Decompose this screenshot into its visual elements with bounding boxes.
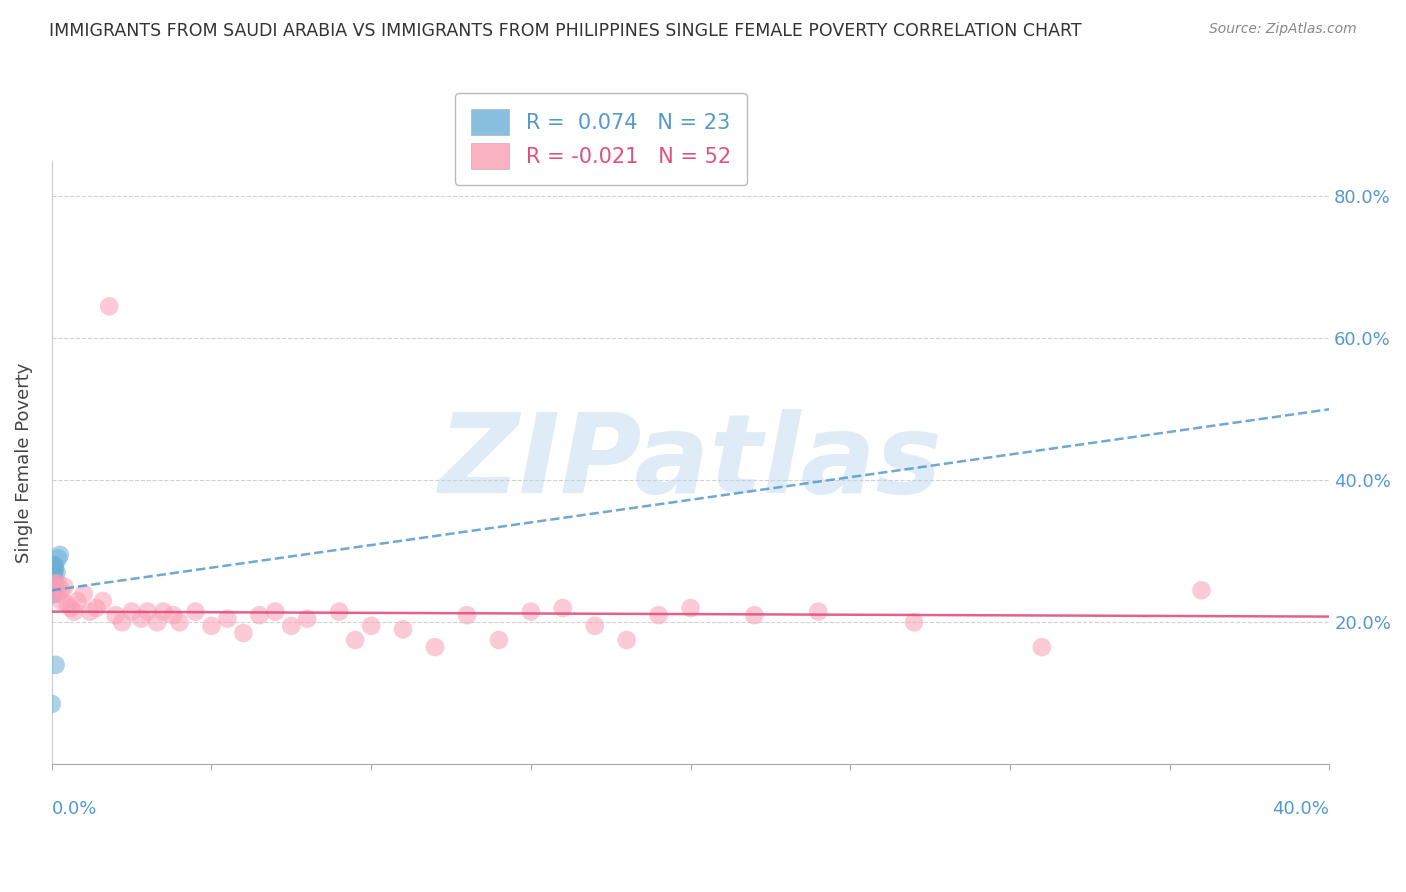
- Point: [111, 615, 134, 630]
- Y-axis label: Single Female Poverty: Single Female Poverty: [15, 362, 32, 563]
- Point: [423, 640, 446, 654]
- Point: [44, 573, 66, 587]
- Text: IMMIGRANTS FROM SAUDI ARABIA VS IMMIGRANTS FROM PHILIPPINES SINGLE FEMALE POVERT: IMMIGRANTS FROM SAUDI ARABIA VS IMMIGRAN…: [49, 22, 1081, 40]
- Point: [86, 601, 108, 615]
- Point: [903, 615, 925, 630]
- Point: [45, 657, 67, 672]
- Point: [44, 583, 66, 598]
- Point: [344, 633, 367, 648]
- Point: [520, 605, 543, 619]
- Point: [616, 633, 638, 648]
- Point: [200, 619, 222, 633]
- Point: [280, 619, 302, 633]
- Legend: R =  0.074   N = 23, R = -0.021   N = 52: R = 0.074 N = 23, R = -0.021 N = 52: [454, 93, 748, 186]
- Point: [46, 587, 69, 601]
- Point: [679, 601, 702, 615]
- Point: [42, 558, 65, 573]
- Point: [42, 573, 65, 587]
- Point: [456, 608, 478, 623]
- Text: 0.0%: 0.0%: [52, 800, 97, 819]
- Point: [56, 598, 79, 612]
- Point: [44, 576, 66, 591]
- Point: [79, 605, 101, 619]
- Point: [146, 615, 169, 630]
- Text: Source: ZipAtlas.com: Source: ZipAtlas.com: [1209, 22, 1357, 37]
- Point: [42, 587, 65, 601]
- Text: ZIPatlas: ZIPatlas: [439, 409, 942, 516]
- Point: [42, 587, 65, 601]
- Point: [41, 583, 63, 598]
- Point: [121, 605, 143, 619]
- Point: [53, 580, 76, 594]
- Point: [232, 626, 254, 640]
- Point: [51, 594, 73, 608]
- Point: [42, 580, 65, 594]
- Point: [44, 558, 66, 573]
- Text: 40.0%: 40.0%: [1272, 800, 1329, 819]
- Point: [551, 601, 574, 615]
- Point: [744, 608, 766, 623]
- Point: [51, 583, 73, 598]
- Point: [297, 612, 319, 626]
- Point: [488, 633, 510, 648]
- Point: [647, 608, 669, 623]
- Point: [63, 605, 86, 619]
- Point: [44, 580, 66, 594]
- Point: [169, 615, 191, 630]
- Point: [41, 576, 63, 591]
- Point: [1031, 640, 1053, 654]
- Point: [44, 562, 66, 576]
- Point: [44, 576, 66, 591]
- Point: [41, 566, 63, 580]
- Point: [42, 566, 65, 580]
- Point: [583, 619, 606, 633]
- Point: [1191, 583, 1213, 598]
- Point: [42, 573, 65, 587]
- Point: [247, 608, 270, 623]
- Point: [41, 697, 63, 711]
- Point: [328, 605, 350, 619]
- Point: [41, 562, 63, 576]
- Point: [48, 548, 70, 562]
- Point: [152, 605, 174, 619]
- Point: [42, 566, 65, 580]
- Point: [46, 576, 69, 591]
- Point: [136, 605, 159, 619]
- Point: [73, 587, 96, 601]
- Point: [807, 605, 830, 619]
- Point: [66, 594, 89, 608]
- Point: [360, 619, 382, 633]
- Point: [91, 594, 114, 608]
- Point: [104, 608, 127, 623]
- Point: [184, 605, 207, 619]
- Point: [162, 608, 184, 623]
- Point: [45, 566, 67, 580]
- Point: [98, 299, 121, 313]
- Point: [217, 612, 239, 626]
- Point: [41, 558, 63, 573]
- Point: [42, 576, 65, 591]
- Point: [46, 551, 69, 566]
- Point: [59, 601, 82, 615]
- Point: [264, 605, 287, 619]
- Point: [129, 612, 152, 626]
- Point: [392, 623, 415, 637]
